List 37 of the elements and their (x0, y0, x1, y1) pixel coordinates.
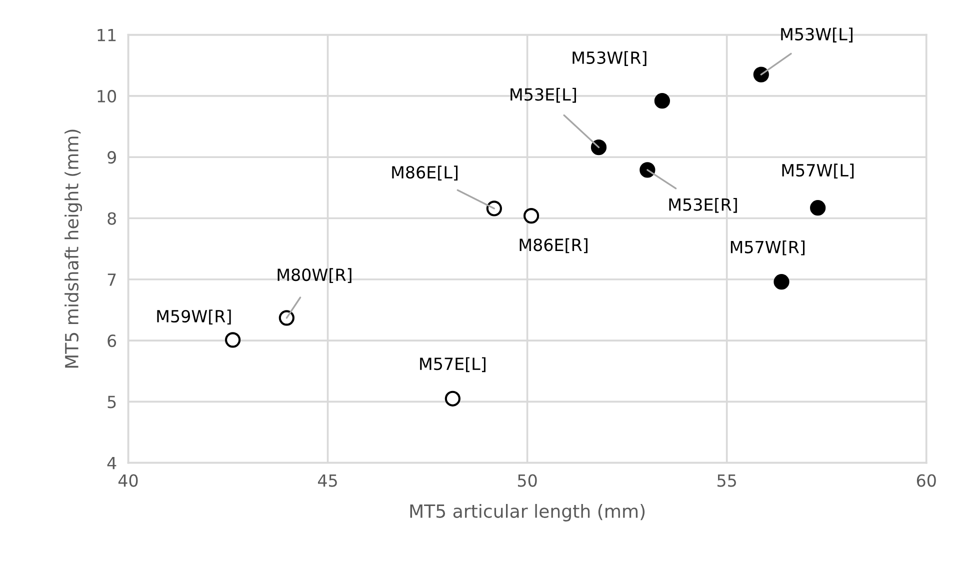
point (774, 274, 790, 290)
annotation: M86E[R] (520, 238, 588, 254)
y-tick-label: 7 (108, 274, 116, 286)
point (486, 200, 502, 216)
y-tick-label: 11 (98, 28, 116, 42)
annotation: M86E[L] (392, 166, 458, 181)
x-tick-label: 40 (118, 474, 138, 487)
point (810, 200, 826, 216)
y-axis-title: MT5 midshaft height (mm) (64, 130, 82, 368)
annotation: M53W[R] (572, 51, 646, 66)
y-tick-label: 4 (107, 457, 116, 470)
point (640, 162, 656, 178)
y-tick-label: 8 (108, 212, 116, 225)
point (590, 140, 607, 156)
annotation: M57W[R] (730, 240, 805, 256)
annotation: M80W[R] (278, 268, 352, 284)
annotation: M53W[L] (781, 28, 852, 42)
y-tick-label: 9 (108, 151, 116, 164)
x-tick-label: 45 (318, 474, 337, 487)
point (523, 208, 540, 224)
point (753, 66, 769, 82)
y-tick-label: 6 (108, 334, 116, 348)
x-tick-label: 50 (518, 474, 537, 487)
annotation: M59W[R] (157, 310, 231, 325)
annotation: M57E[L] (420, 357, 486, 372)
annotation: M53E[L] (510, 88, 576, 103)
point (444, 390, 460, 406)
annotation: M57W[L] (782, 164, 854, 179)
annotation: M53E[R] (669, 198, 737, 213)
y-tick-label: 5 (108, 396, 116, 408)
point (278, 310, 294, 326)
point (224, 332, 241, 348)
x-axis-title: MT5 articular length (mm) (410, 504, 645, 522)
x-tick-label: 60 (916, 474, 936, 487)
y-tick-label: 10 (98, 90, 116, 103)
point (654, 93, 670, 109)
x-tick-label: 55 (718, 474, 736, 487)
